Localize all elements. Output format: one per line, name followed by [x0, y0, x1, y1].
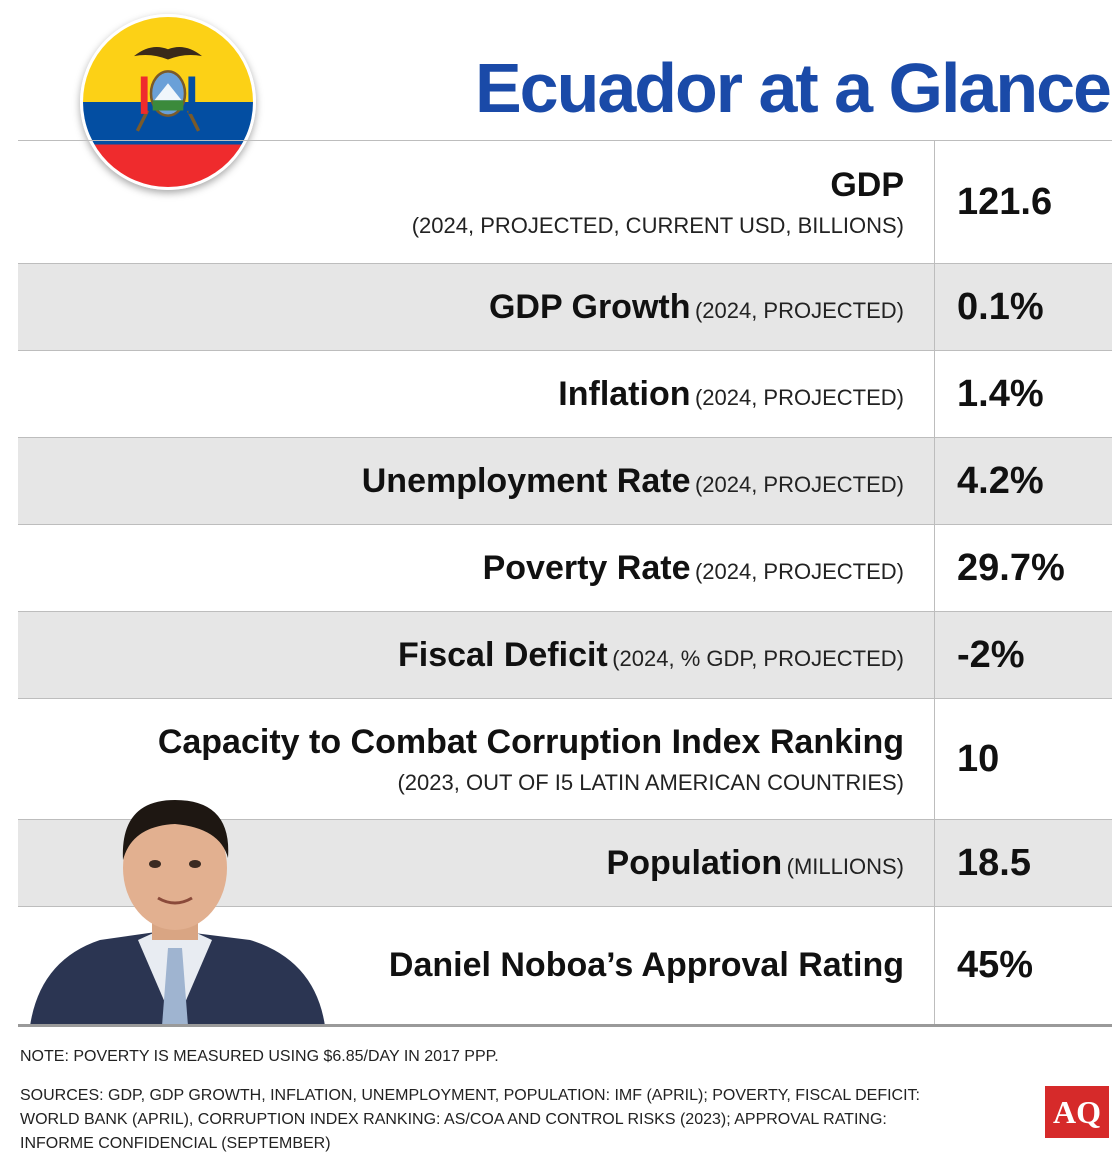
row-qualifier: (2024, PROJECTED)	[694, 558, 904, 584]
daniel-noboa-portrait	[20, 790, 330, 1026]
row-value: 4.2%	[957, 459, 1044, 502]
row-label-cell: Capacity to Combat Corruption Index Rank…	[18, 699, 935, 819]
note-text: NOTE: POVERTY IS MEASURED USING $6.85/DA…	[20, 1048, 499, 1065]
row-label-cell: Daniel Noboa’s Approval Rating	[18, 907, 935, 1024]
row-label-cell: GDP (2024, PROJECTED, CURRENT USD, BILLI…	[18, 141, 935, 263]
table-row: Inflation (2024, PROJECTED) 1.4%	[18, 351, 1112, 438]
table-row: Daniel Noboa’s Approval Rating 45%	[18, 907, 1112, 1024]
row-label: Poverty Rate	[482, 548, 691, 587]
aq-logo: AQ	[1045, 1086, 1109, 1138]
row-qualifier: (2024, % GDP, PROJECTED)	[612, 645, 904, 671]
row-label: Population	[606, 843, 783, 882]
row-label: Capacity to Combat Corruption Index Rank…	[157, 722, 904, 761]
page-title: Ecuador at a Glance	[474, 49, 1112, 127]
row-value: -2%	[957, 633, 1025, 676]
table-row: GDP Growth (2024, PROJECTED) 0.1%	[18, 264, 1112, 351]
table-row: GDP (2024, PROJECTED, CURRENT USD, BILLI…	[18, 141, 1112, 264]
row-sub-label: (2024, PROJECTED, CURRENT USD, BILLIONS)	[411, 212, 904, 238]
row-label: Fiscal Deficit	[398, 635, 608, 674]
row-label-cell: Poverty Rate (2024, PROJECTED)	[18, 525, 935, 611]
table-row: Poverty Rate (2024, PROJECTED) 29.7%	[18, 525, 1112, 612]
row-value: 45%	[957, 944, 1034, 986]
row-label-cell: GDP Growth (2024, PROJECTED)	[18, 264, 935, 350]
row-value: 1.4%	[957, 372, 1044, 415]
row-label-cell: Unemployment Rate (2024, PROJECTED)	[18, 438, 935, 524]
row-qualifier: (2024, PROJECTED)	[694, 384, 904, 410]
row-qualifier: (MILLIONS)	[786, 853, 904, 879]
row-label-cell: Fiscal Deficit (2024, % GDP, PROJECTED)	[18, 612, 935, 698]
row-value: 10	[957, 737, 1000, 780]
row-label: Inflation	[558, 374, 691, 413]
row-label: Unemployment Rate	[361, 461, 691, 500]
table-row: Capacity to Combat Corruption Index Rank…	[18, 699, 1112, 820]
table-row: Unemployment Rate (2024, PROJECTED) 4.2%	[18, 438, 1112, 525]
sources-text: SOURCES: GDP, GDP GROWTH, INFLATION, UNE…	[20, 1087, 920, 1152]
row-label: GDP	[830, 165, 904, 204]
row-sub-label: (2023, OUT OF I5 LATIN AMERICAN COUNTRIE…	[397, 769, 904, 795]
row-qualifier: (2024, PROJECTED)	[694, 471, 904, 497]
row-label-cell: Inflation (2024, PROJECTED)	[18, 351, 935, 437]
row-value: 121.6	[957, 180, 1053, 223]
row-value: 29.7%	[957, 546, 1065, 589]
table-row: Fiscal Deficit (2024, % GDP, PROJECTED) …	[18, 612, 1112, 699]
row-label: GDP Growth	[488, 287, 691, 326]
row-label-cell: Population (MILLIONS)	[18, 820, 935, 906]
row-label: Daniel Noboa’s Approval Rating	[388, 946, 904, 984]
row-qualifier: (2024, PROJECTED)	[694, 297, 904, 323]
divider	[18, 1024, 1112, 1027]
row-value: 0.1%	[957, 285, 1044, 328]
row-value: 18.5	[957, 841, 1031, 884]
